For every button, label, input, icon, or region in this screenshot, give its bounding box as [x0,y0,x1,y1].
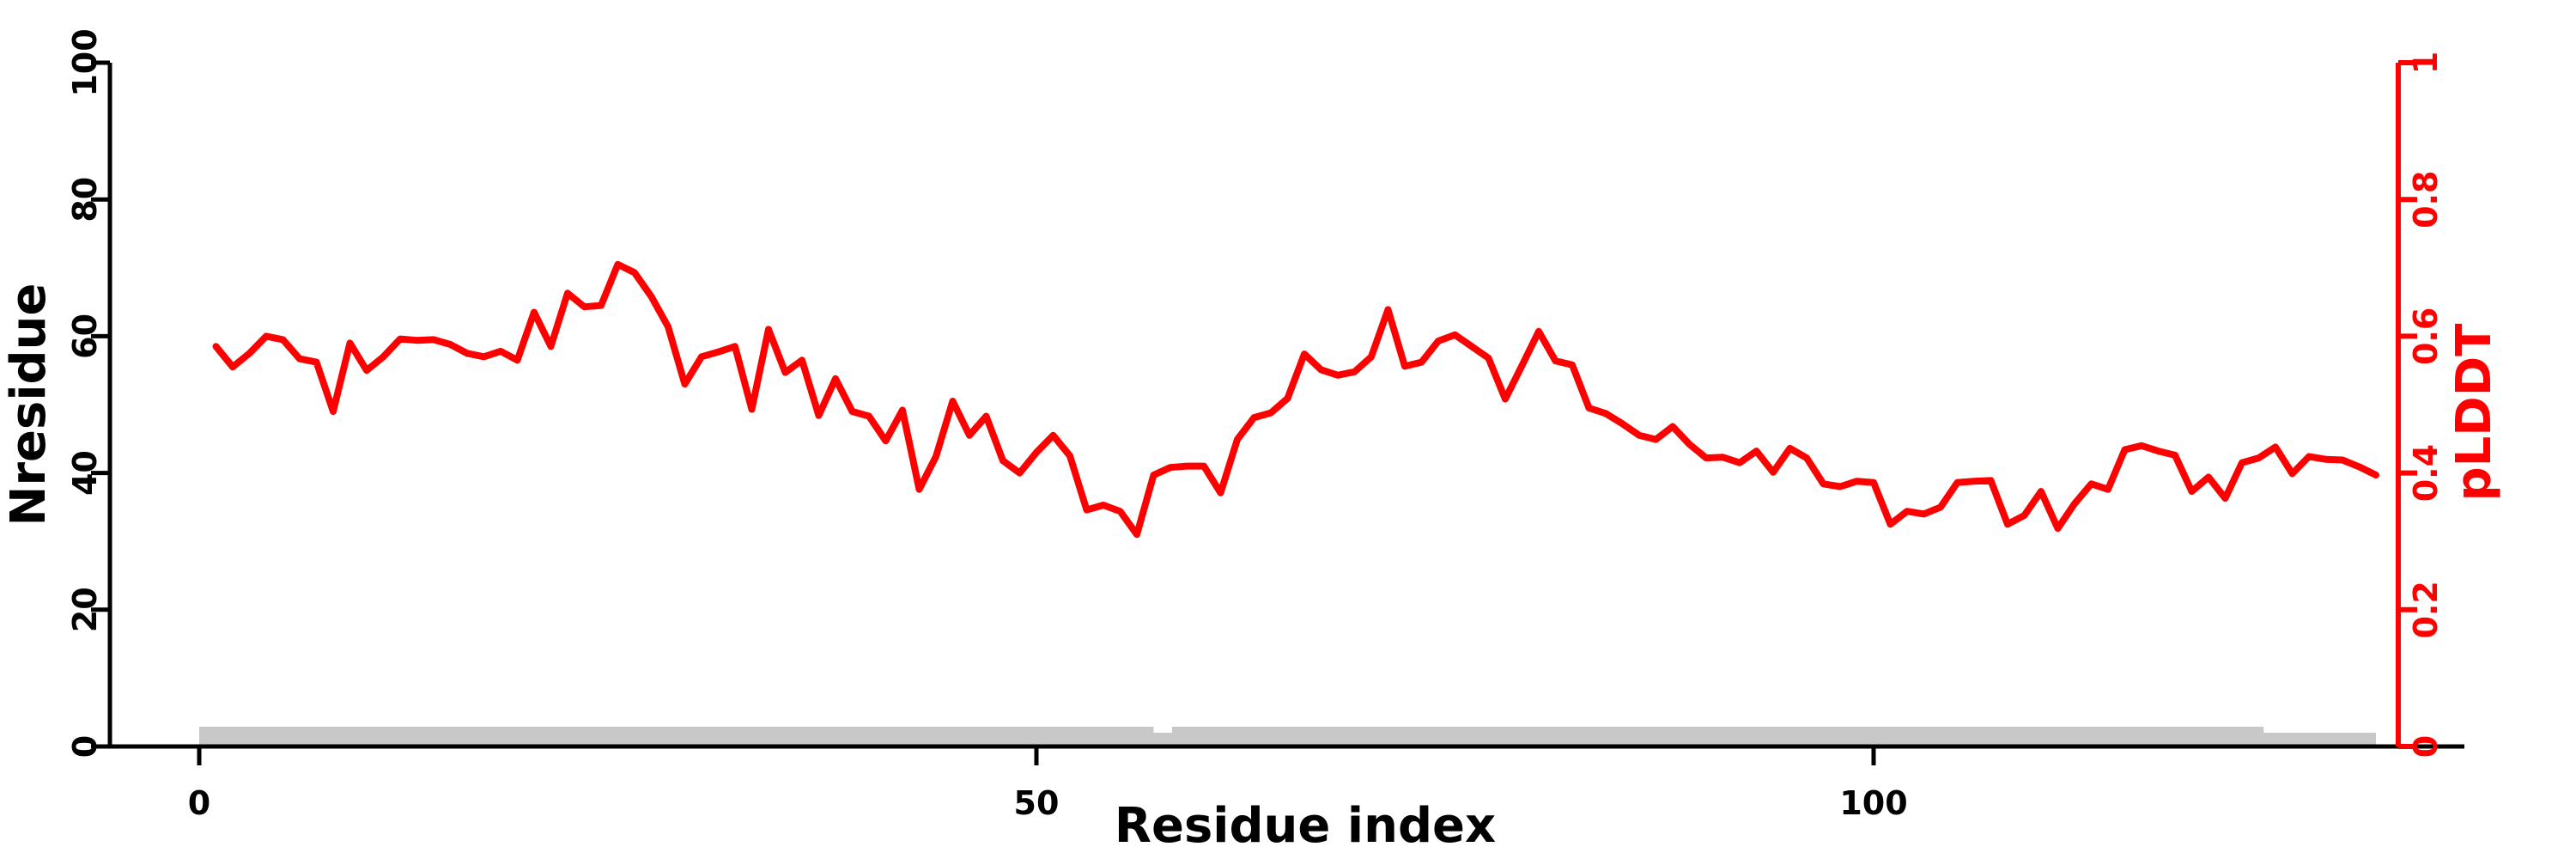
x-tick-label: 100 [1839,784,1907,822]
x-tick-label: 0 [188,784,210,822]
right-tick-label: 0.4 [2407,444,2445,502]
right-tick-label: 0.2 [2407,581,2445,638]
right-tick-label: 0.8 [2407,171,2445,228]
right-axis-title: pLDDT [2446,324,2502,502]
left-tick-label: 100 [66,28,104,96]
right-tick-label: 0.6 [2407,308,2445,365]
ticks-layer: 0 50 100 0 20 40 60 80 100 0 0.2 0.4 0.6 0.8 1 [66,28,2445,822]
right-tick-label: 0 [2407,735,2445,758]
left-tick-label: 40 [66,450,104,496]
gray-bars-layer [199,727,2376,746]
left-tick-label: 0 [66,735,104,758]
left-axis-title: Nresidue [1,283,57,527]
gray-segment-bar-tall [199,727,1154,746]
left-tick-label: 20 [66,587,104,632]
plddt-line [212,260,2379,539]
x-axis-title: Residue index [1115,798,1496,854]
right-tick-label: 1 [2407,52,2445,74]
gray-segment-bar-tall [1171,727,2264,746]
left-tick-label: 60 [66,314,104,359]
line-layer [212,260,2379,539]
x-tick-label: 50 [1014,784,1060,822]
left-tick-label: 80 [66,177,104,222]
